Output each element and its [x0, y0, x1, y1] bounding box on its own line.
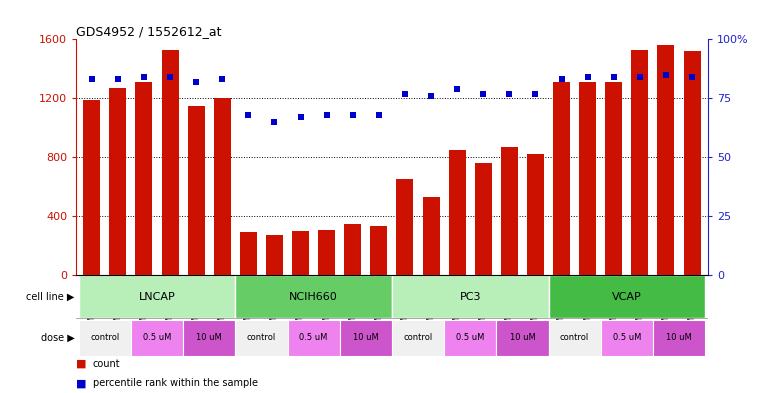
- Point: [269, 119, 281, 125]
- Text: dose ▶: dose ▶: [41, 333, 75, 343]
- Text: PC3: PC3: [460, 292, 481, 302]
- Point: [530, 90, 542, 97]
- Point: [451, 86, 463, 92]
- Bar: [214, 98, 231, 275]
- Point: [347, 112, 359, 118]
- Bar: [183, 320, 235, 356]
- Bar: [496, 320, 549, 356]
- Bar: [549, 275, 705, 318]
- Bar: [110, 88, 126, 275]
- Bar: [318, 230, 335, 275]
- Text: 0.5 uM: 0.5 uM: [299, 334, 328, 342]
- Text: count: count: [93, 358, 120, 369]
- Point: [556, 76, 568, 83]
- Text: ■: ■: [76, 358, 87, 369]
- Bar: [83, 101, 100, 275]
- Bar: [288, 320, 339, 356]
- Bar: [600, 320, 653, 356]
- Text: NCIH660: NCIH660: [289, 292, 338, 302]
- Text: control: control: [560, 334, 589, 342]
- Bar: [553, 82, 570, 275]
- Bar: [501, 147, 517, 275]
- Point: [660, 72, 672, 78]
- Point: [112, 76, 124, 83]
- Bar: [653, 320, 705, 356]
- Point: [425, 93, 437, 99]
- Bar: [131, 320, 183, 356]
- Text: 0.5 uM: 0.5 uM: [143, 334, 171, 342]
- Bar: [392, 275, 549, 318]
- Text: 10 uM: 10 uM: [510, 334, 535, 342]
- Point: [320, 112, 333, 118]
- Bar: [339, 320, 392, 356]
- Point: [686, 74, 698, 80]
- Bar: [235, 320, 288, 356]
- Bar: [78, 320, 131, 356]
- Text: 10 uM: 10 uM: [196, 334, 222, 342]
- Bar: [422, 197, 440, 275]
- Point: [86, 76, 98, 83]
- Bar: [444, 320, 496, 356]
- Bar: [78, 275, 235, 318]
- Bar: [658, 45, 674, 275]
- Text: GDS4952 / 1552612_at: GDS4952 / 1552612_at: [76, 25, 221, 38]
- Text: 10 uM: 10 uM: [353, 334, 379, 342]
- Point: [216, 76, 228, 83]
- Text: control: control: [403, 334, 433, 342]
- Bar: [605, 82, 622, 275]
- Bar: [371, 226, 387, 275]
- Bar: [292, 231, 309, 275]
- Point: [138, 74, 150, 80]
- Text: 0.5 uM: 0.5 uM: [456, 334, 485, 342]
- Point: [503, 90, 515, 97]
- Bar: [188, 106, 205, 275]
- Text: LNCAP: LNCAP: [139, 292, 175, 302]
- Point: [399, 90, 411, 97]
- Point: [295, 114, 307, 120]
- Bar: [396, 179, 413, 275]
- Text: ■: ■: [76, 378, 87, 388]
- Point: [608, 74, 620, 80]
- Bar: [527, 154, 544, 275]
- Point: [164, 74, 176, 80]
- Point: [190, 79, 202, 85]
- Text: cell line ▶: cell line ▶: [27, 292, 75, 302]
- Bar: [475, 163, 492, 275]
- Point: [242, 112, 254, 118]
- Bar: [549, 320, 600, 356]
- Text: VCAP: VCAP: [612, 292, 642, 302]
- Text: percentile rank within the sample: percentile rank within the sample: [93, 378, 258, 388]
- Bar: [579, 82, 596, 275]
- Bar: [266, 235, 283, 275]
- Point: [634, 74, 646, 80]
- Bar: [392, 320, 444, 356]
- Text: 10 uM: 10 uM: [666, 334, 692, 342]
- Bar: [161, 50, 179, 275]
- Bar: [235, 275, 392, 318]
- Text: control: control: [91, 334, 119, 342]
- Bar: [683, 51, 701, 275]
- Bar: [449, 150, 466, 275]
- Bar: [135, 82, 152, 275]
- Point: [581, 74, 594, 80]
- Text: 0.5 uM: 0.5 uM: [613, 334, 641, 342]
- Text: control: control: [247, 334, 276, 342]
- Bar: [632, 50, 648, 275]
- Point: [477, 90, 489, 97]
- Point: [373, 112, 385, 118]
- Bar: [344, 224, 361, 275]
- Bar: [240, 232, 257, 275]
